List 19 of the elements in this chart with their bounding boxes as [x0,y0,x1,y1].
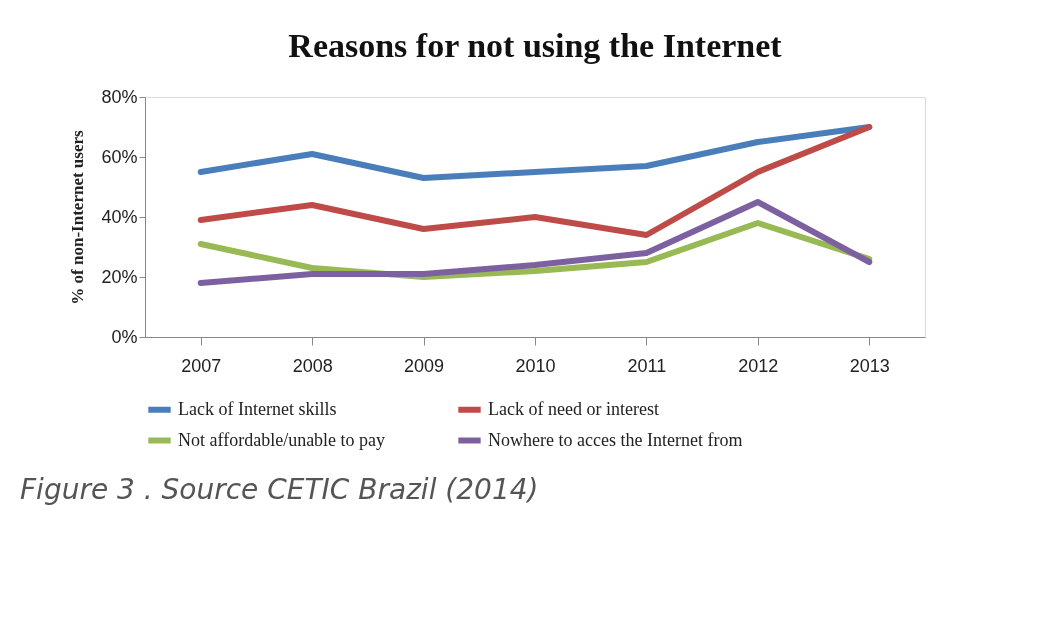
x-tick-label: 2008 [292,355,333,376]
caption: Figure 3 . Source CETIC Brazil (2014) [20,473,539,506]
x-tick-label: 2011 [627,355,667,376]
y-tick-label: 60% [101,146,138,167]
legend-label: Lack of Internet skills [178,398,337,419]
legend-label: Lack of need or interest [488,398,659,419]
x-tick-label: 2012 [738,355,779,376]
x-tick-label: 2007 [181,355,222,376]
y-tick-label: 20% [101,266,138,287]
legend-label: Not affordable/unable to pay [178,429,386,450]
y-tick-label: 40% [101,206,138,227]
x-tick-label: 2009 [404,355,445,376]
y-tick-label: 80% [101,86,138,107]
x-tick-label: 2010 [515,355,556,376]
y-axis-title: % of non-Internet users [68,130,88,305]
y-tick-label: 0% [111,326,138,347]
x-tick-label: 2013 [849,355,890,376]
chart-title: Reasons for not using the Internet [288,27,783,64]
legend-label: Nowhere to acces the Internet from [488,429,743,450]
